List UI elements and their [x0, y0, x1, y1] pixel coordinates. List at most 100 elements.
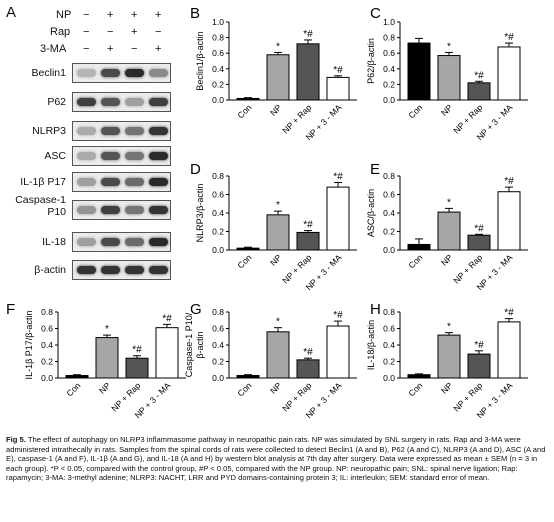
blot-band: [101, 266, 120, 274]
blot-band: [101, 206, 120, 214]
category-label: Con: [235, 102, 253, 120]
treatment-sign: −: [83, 9, 90, 21]
treatment-sign: +: [131, 9, 138, 21]
caption-label: Fig 5.: [6, 435, 26, 444]
blot-band: [77, 178, 96, 186]
blot-band: [125, 152, 144, 160]
blot-band: [149, 238, 168, 246]
blot-band: [77, 98, 96, 106]
y-tick-label: 0.2: [212, 79, 224, 89]
y-tick-label: 0.2: [383, 79, 395, 89]
bar: [326, 76, 350, 101]
significance-mark: *#: [474, 340, 484, 351]
y-tick-label: 0.4: [41, 340, 53, 350]
treatment-sign: −: [155, 26, 162, 38]
significance-mark: *: [105, 324, 109, 335]
treatment-sign: −: [107, 26, 114, 38]
bar: [467, 353, 491, 379]
blot-band: [77, 206, 96, 214]
y-tick-label: 0.4: [383, 340, 395, 350]
y-tick-label: 0.6: [383, 190, 395, 200]
bar: [497, 191, 521, 251]
blot-band: [101, 127, 120, 135]
caption-text: The effect of autophagy on NLRP3 inflamm…: [6, 435, 546, 483]
y-tick-label: 0.0: [383, 245, 395, 255]
significance-mark: *#: [333, 310, 343, 321]
blot-band: [149, 127, 168, 135]
blot-band: [149, 69, 168, 77]
bar: [326, 325, 350, 379]
y-axis-label: P62/β-actin: [366, 38, 376, 84]
blot-band: [149, 98, 168, 106]
bar: [125, 357, 149, 379]
treatment-label: NP: [56, 9, 72, 21]
y-tick-label: 0.8: [383, 171, 395, 181]
blot-strip: [72, 232, 171, 252]
treatment-sign: +: [107, 43, 114, 55]
treatment-sign: +: [155, 43, 162, 55]
y-tick-label: 0.6: [383, 324, 395, 334]
y-tick-label: 0.8: [212, 171, 224, 181]
y-tick-label: 0.0: [212, 245, 224, 255]
y-tick-label: 0.6: [383, 48, 395, 58]
significance-mark: *#: [132, 345, 142, 356]
blot-band: [125, 206, 144, 214]
blot-label: Caspase-1 P10: [15, 194, 66, 218]
bar: [266, 331, 290, 379]
bar: [236, 247, 260, 251]
bar: [296, 359, 320, 379]
y-tick-label: 0.2: [212, 227, 224, 237]
bar: [95, 337, 119, 379]
treatment-sign: −: [83, 43, 90, 55]
y-tick-label: 0.4: [212, 340, 224, 350]
bar: [437, 55, 461, 101]
bar: [296, 43, 320, 101]
blot-band: [77, 238, 96, 246]
blot-strip: [72, 121, 171, 141]
significance-mark: *#: [474, 70, 484, 81]
y-tick-label: 0.6: [41, 324, 53, 334]
y-axis-label: IL-1β P17/β-actin: [24, 311, 34, 380]
y-tick-label: 0.4: [383, 64, 395, 74]
blot-band: [77, 266, 96, 274]
significance-mark: *#: [303, 29, 313, 40]
blot-strip: [72, 172, 171, 192]
y-tick-label: 0.8: [41, 307, 53, 317]
panel-letter: E: [370, 161, 380, 178]
blot-band: [101, 98, 120, 106]
y-tick-label: 0.2: [383, 227, 395, 237]
y-tick-label: 0.8: [212, 33, 224, 43]
significance-mark: *: [276, 317, 280, 328]
y-axis-label: ASC/β-actin: [366, 189, 376, 237]
panel-letter-a: A: [6, 4, 17, 21]
bar: [467, 82, 491, 101]
y-tick-label: 0.4: [212, 64, 224, 74]
blot-band: [125, 98, 144, 106]
bar: [497, 46, 521, 101]
bar: [266, 214, 290, 251]
blot-band: [149, 152, 168, 160]
treatment-sign: −: [131, 43, 138, 55]
category-label: Con: [406, 380, 424, 398]
significance-mark: *#: [303, 347, 313, 358]
y-tick-label: 0.8: [212, 307, 224, 317]
blot-band: [149, 266, 168, 274]
panel-letter: G: [190, 301, 202, 318]
category-label: NP: [439, 252, 455, 268]
blot-strip: [72, 260, 171, 280]
bar: [407, 374, 431, 379]
category-label: NP: [268, 102, 284, 118]
significance-mark: *: [276, 41, 280, 52]
blot-band: [125, 69, 144, 77]
blot-strip: [72, 63, 171, 83]
bar: [407, 243, 431, 251]
treatment-sign: +: [107, 9, 114, 21]
y-tick-label: 0.4: [212, 208, 224, 218]
y-tick-label: 0.0: [212, 373, 224, 383]
blot-band: [101, 69, 120, 77]
blot-band: [101, 178, 120, 186]
bar: [437, 211, 461, 251]
y-tick-label: 0.8: [383, 33, 395, 43]
category-label: NP: [439, 380, 455, 396]
y-tick-label: 0.6: [212, 190, 224, 200]
